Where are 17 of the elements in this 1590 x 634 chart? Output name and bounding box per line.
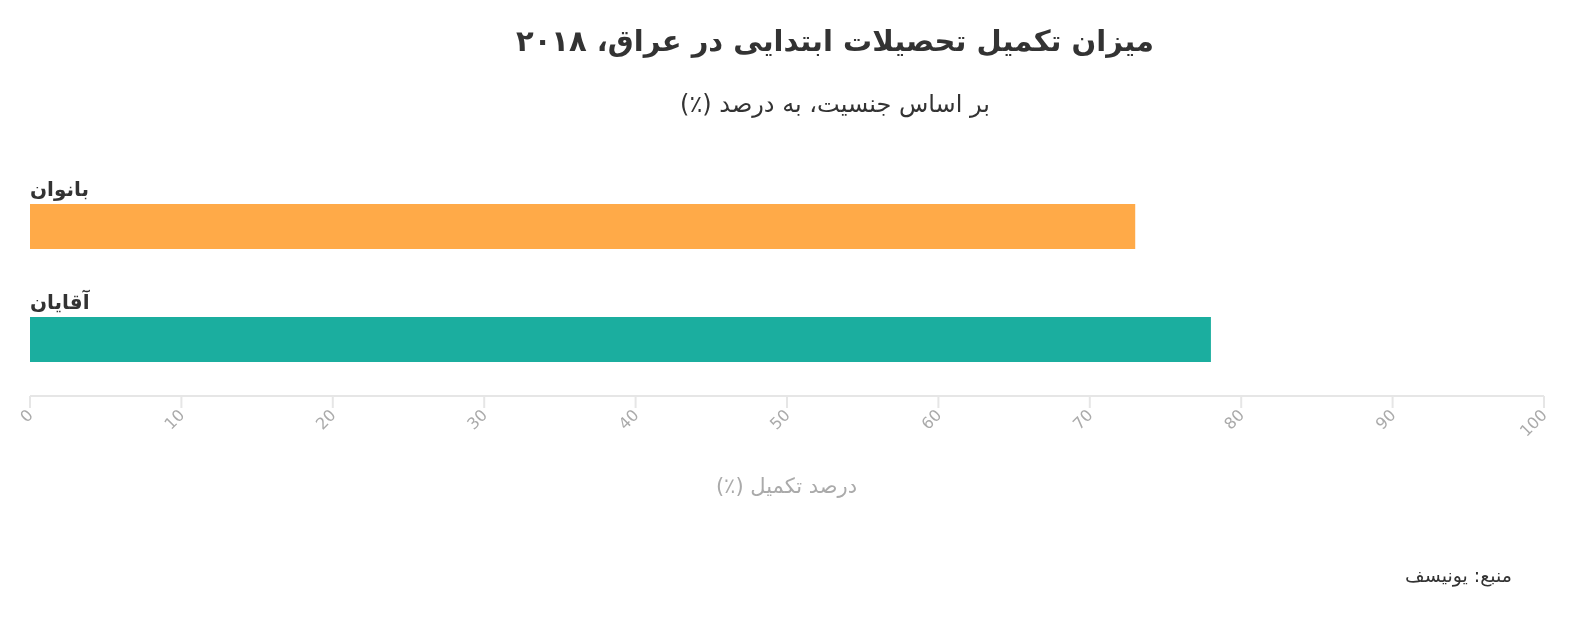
x-tick-label: 100 [1515, 405, 1551, 441]
x-tick-label: 50 [766, 405, 794, 434]
x-tick-label: 60 [917, 405, 946, 434]
x-axis-title: درصد تکمیل (٪) [715, 474, 858, 498]
y-tick-label: آقایان [30, 288, 91, 314]
x-tick-label: 90 [1371, 405, 1400, 434]
chart-title: میزان تکمیل تحصیلات ابتدایی در عراق، ۲۰۱۸ [515, 24, 1155, 58]
x-tick-label: 0 [16, 405, 37, 427]
x-tick-label: 40 [614, 405, 643, 434]
y-tick-label: بانوان [30, 176, 89, 201]
chart-subtitle: بر اساس جنسیت، به درصد (٪) [680, 90, 990, 118]
x-tick-label: 20 [311, 405, 340, 434]
text: منبع: یونیسف [1405, 564, 1512, 586]
x-tick-label: 80 [1220, 405, 1249, 434]
x-tick-label: 30 [463, 405, 492, 434]
x-tick-label: 70 [1068, 405, 1097, 434]
x-tick-label: 10 [160, 405, 189, 434]
